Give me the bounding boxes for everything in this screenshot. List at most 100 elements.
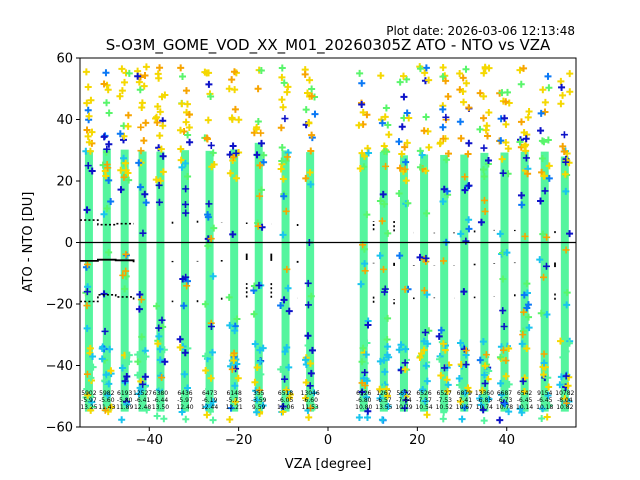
data-point bbox=[207, 141, 215, 149]
data-point bbox=[124, 122, 132, 130]
dense-column bbox=[359, 152, 368, 412]
data-point bbox=[483, 122, 491, 130]
bin-count-label: 10782 bbox=[555, 390, 574, 397]
bin-std-label: 12.44 bbox=[201, 404, 218, 411]
data-point bbox=[358, 79, 366, 87]
data-point bbox=[363, 414, 371, 422]
data-point bbox=[376, 252, 384, 260]
data-point bbox=[100, 290, 108, 298]
data-point bbox=[135, 390, 143, 398]
data-point bbox=[403, 109, 411, 117]
data-point bbox=[142, 63, 150, 71]
bin-std-label: 12.06 bbox=[277, 404, 294, 411]
data-point bbox=[278, 64, 286, 72]
data-point bbox=[564, 382, 572, 390]
data-point bbox=[102, 371, 110, 379]
data-point bbox=[505, 380, 513, 388]
data-point bbox=[421, 397, 429, 405]
data-point bbox=[103, 204, 111, 212]
data-point bbox=[105, 380, 113, 388]
data-point bbox=[155, 332, 163, 340]
data-point bbox=[203, 135, 211, 143]
data-point bbox=[207, 401, 215, 409]
bin-std-label: 10.74 bbox=[476, 404, 493, 411]
data-point bbox=[401, 365, 409, 373]
data-point bbox=[121, 285, 129, 293]
data-point bbox=[499, 275, 507, 283]
data-point bbox=[159, 152, 167, 160]
data-point bbox=[416, 253, 424, 261]
data-point bbox=[560, 147, 568, 155]
data-point bbox=[225, 293, 233, 301]
data-point bbox=[258, 223, 266, 231]
y-axis-ticks: −60 −40 −20 0 20 40 60 bbox=[46, 52, 80, 436]
chart-title: S-O3M_GOME_VOD_XX_M01_20260305Z ATO - NT… bbox=[106, 36, 551, 55]
data-point bbox=[519, 377, 527, 385]
data-point bbox=[379, 190, 387, 198]
plot-date: Plot date: 2026-03-06 12:13:48 bbox=[386, 24, 575, 38]
data-point bbox=[310, 389, 318, 397]
data-point bbox=[357, 280, 365, 288]
data-point bbox=[205, 200, 213, 208]
dense-column bbox=[560, 156, 569, 412]
bin-std-label: 12.48 bbox=[134, 404, 151, 411]
data-point bbox=[139, 229, 147, 237]
data-point bbox=[105, 248, 113, 256]
data-point bbox=[154, 102, 162, 110]
data-point bbox=[178, 163, 186, 171]
data-point bbox=[307, 180, 315, 188]
data-point bbox=[122, 267, 130, 275]
data-point bbox=[201, 300, 209, 308]
data-point bbox=[442, 113, 450, 121]
data-point bbox=[461, 404, 469, 412]
data-point bbox=[384, 229, 392, 237]
data-point bbox=[479, 406, 487, 414]
bin-std-label: 13.50 bbox=[152, 404, 169, 411]
data-point bbox=[118, 87, 126, 95]
bin-count-label: 6687 bbox=[497, 390, 512, 397]
data-point bbox=[516, 405, 524, 413]
dense-column bbox=[138, 151, 147, 412]
data-point bbox=[141, 190, 149, 198]
data-point bbox=[107, 403, 115, 411]
data-point bbox=[502, 98, 510, 106]
data-point bbox=[302, 174, 310, 182]
data-point bbox=[523, 304, 531, 312]
data-point bbox=[378, 416, 386, 424]
data-point bbox=[505, 344, 513, 352]
x-tick-label: 40 bbox=[498, 433, 515, 448]
data-point bbox=[304, 332, 312, 340]
data-point bbox=[155, 181, 163, 189]
data-point bbox=[156, 345, 164, 353]
data-point bbox=[522, 135, 530, 143]
data-point bbox=[136, 291, 144, 299]
data-point bbox=[543, 233, 551, 241]
bin-count-label: 6193 bbox=[117, 390, 132, 397]
data-point bbox=[520, 64, 528, 72]
data-point bbox=[525, 108, 533, 116]
data-point bbox=[176, 126, 184, 134]
data-point bbox=[104, 86, 112, 94]
data-point bbox=[385, 353, 393, 361]
data-point bbox=[83, 126, 91, 134]
data-point bbox=[279, 231, 287, 239]
data-point bbox=[279, 402, 287, 410]
data-point bbox=[182, 209, 190, 217]
data-point bbox=[277, 301, 285, 309]
data-point bbox=[396, 164, 404, 172]
data-point bbox=[182, 118, 190, 126]
data-point bbox=[256, 161, 264, 169]
data-point bbox=[153, 302, 161, 310]
data-point bbox=[456, 118, 464, 126]
data-point bbox=[152, 115, 160, 123]
data-point bbox=[120, 154, 128, 162]
dense-column bbox=[500, 152, 509, 412]
data-point bbox=[136, 183, 144, 191]
data-point bbox=[380, 200, 388, 208]
data-point bbox=[226, 169, 234, 177]
data-point bbox=[462, 361, 470, 369]
data-point bbox=[498, 155, 506, 163]
data-point bbox=[462, 237, 470, 245]
data-point bbox=[277, 124, 285, 132]
data-point bbox=[485, 367, 493, 375]
